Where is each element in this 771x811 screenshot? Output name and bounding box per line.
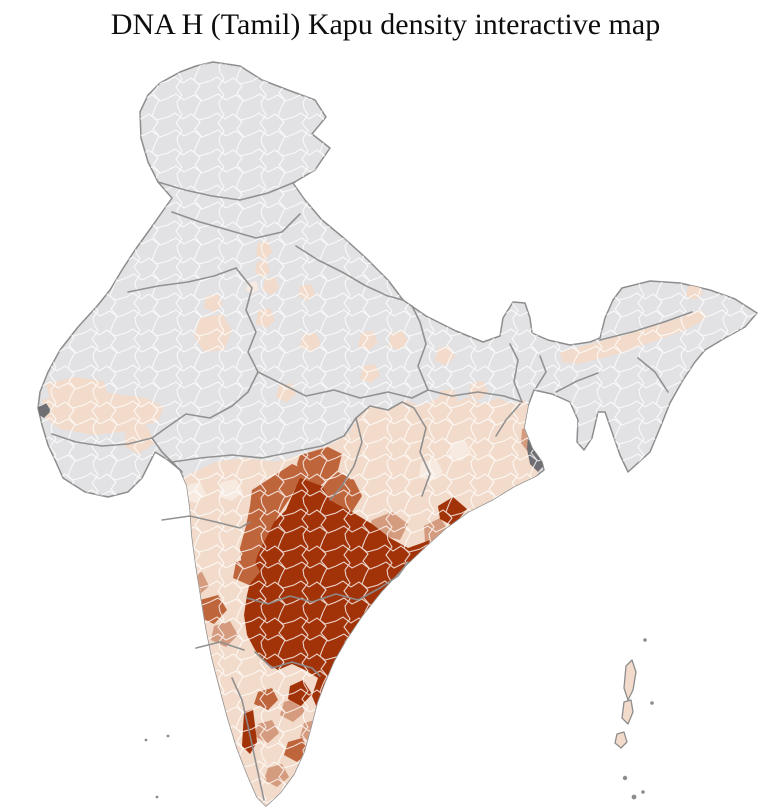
island-andaman-south [621, 699, 634, 725]
state-borders [51, 181, 693, 801]
island-nicobar-dot [631, 794, 637, 800]
island-nicobar-dot [641, 790, 645, 794]
island-lakshadweep-dot [144, 738, 148, 742]
page-title: DNA H (Tamil) Kapu density interactive m… [110, 8, 661, 41]
island-andaman-north [623, 659, 637, 701]
island-lakshadweep-dot [155, 795, 159, 799]
islands[interactable] [144, 638, 654, 800]
island-dot [650, 701, 654, 705]
island-lakshadweep-dot [166, 734, 170, 738]
island-dot [643, 638, 647, 642]
island-little-andaman [614, 731, 628, 749]
district-regions [38, 62, 757, 806]
island-nicobar-dot [622, 775, 628, 781]
district-boundaries-mesh [38, 62, 757, 806]
